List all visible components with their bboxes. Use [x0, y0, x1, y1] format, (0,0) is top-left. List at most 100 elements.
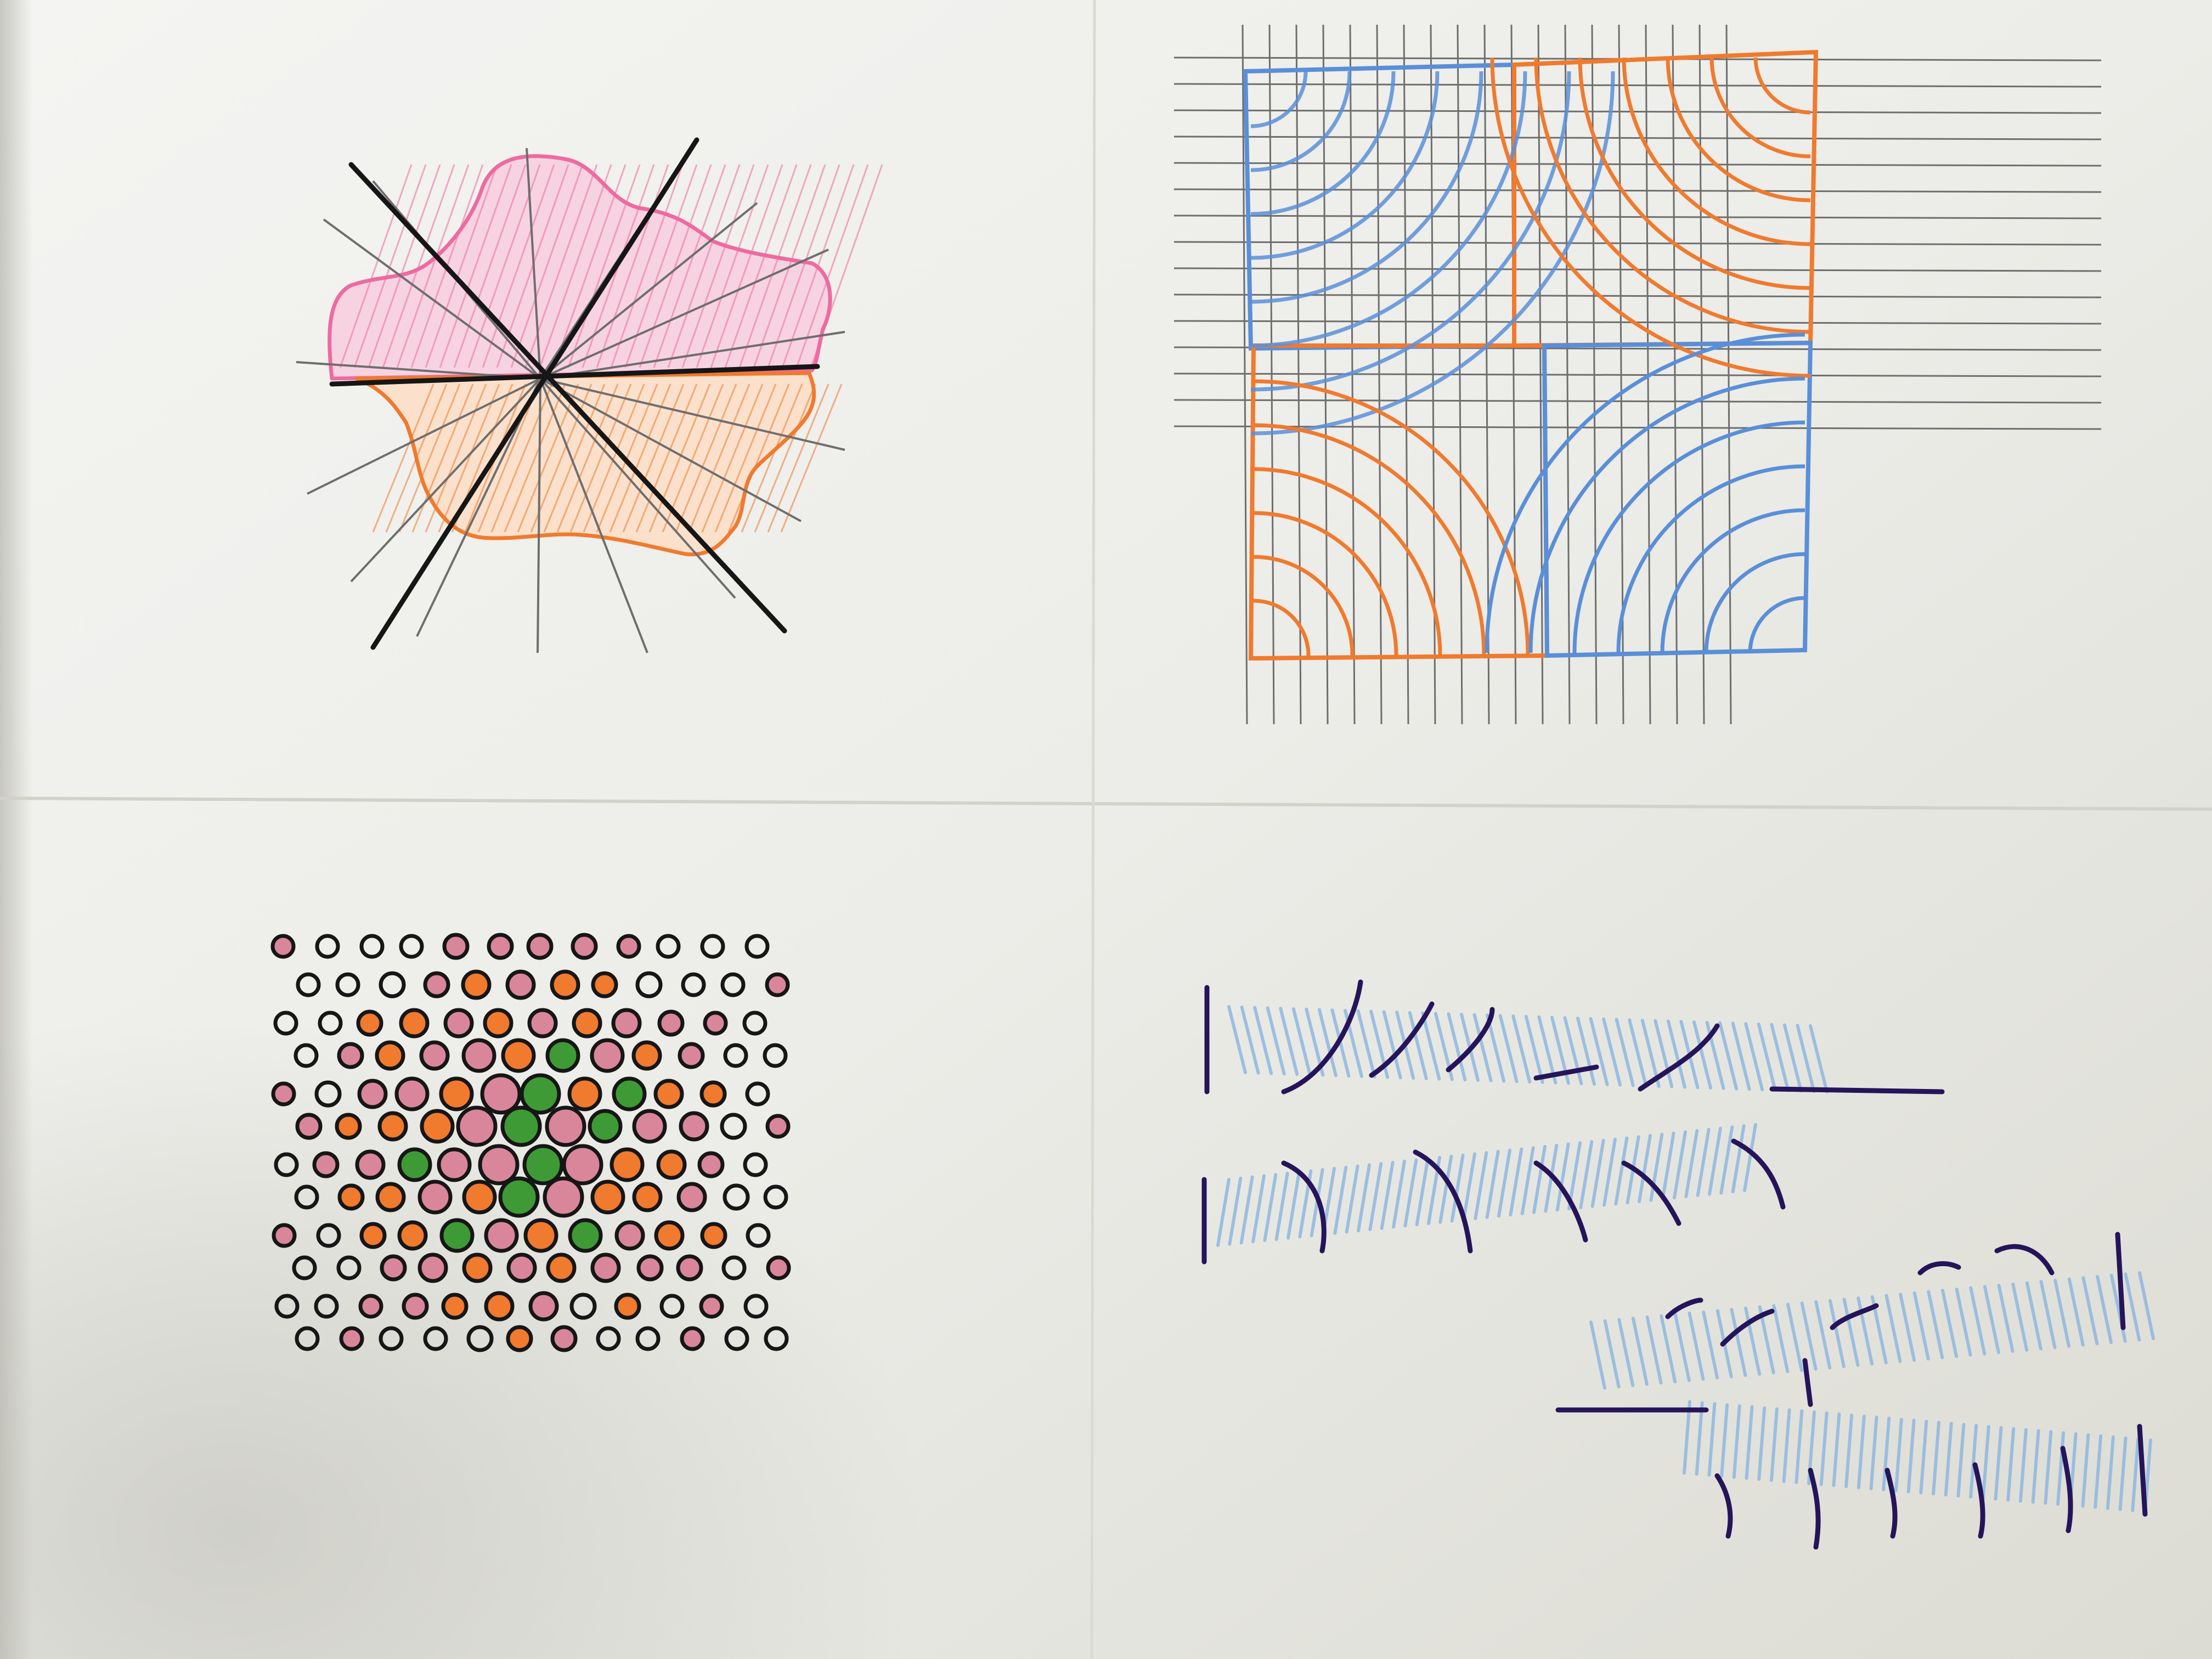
- blue-pencil-stroke: [1757, 1406, 1767, 1481]
- drawn-dot: [522, 1144, 564, 1186]
- blue-pencil-stroke: [1555, 1142, 1570, 1212]
- drawn-dot: [419, 1040, 450, 1071]
- drawn-dot: [456, 1105, 498, 1147]
- drawn-dot: [616, 934, 641, 959]
- orange-hatch-line: [635, 383, 698, 533]
- blue-pencil-stroke: [1438, 1154, 1453, 1224]
- orange-hatch-line: [688, 383, 751, 533]
- drawn-dot: [763, 1184, 788, 1210]
- drawn-dot: [545, 1038, 580, 1073]
- drawn-dot: [506, 1325, 533, 1352]
- drawn-dot: [550, 969, 580, 1000]
- blue-pencil-stroke: [1814, 1300, 1832, 1370]
- pencil-ray: [540, 377, 845, 451]
- drawn-dot: [295, 1113, 323, 1140]
- pencil-ray: [540, 331, 845, 380]
- orange-hatch-line: [609, 383, 672, 533]
- orange-hatch-line: [741, 383, 803, 533]
- grid-col-line: [1268, 24, 1275, 725]
- drawn-dot: [478, 1144, 520, 1186]
- drawn-dot: [588, 1109, 623, 1144]
- blue-pencil-stroke: [1380, 1160, 1395, 1230]
- orange-hatch-line: [398, 383, 461, 533]
- navy-ink-mark: [1446, 1007, 1495, 1073]
- drawn-dot: [572, 1008, 602, 1039]
- drawn-dot: [723, 1043, 748, 1068]
- blue-pencil-stroke: [1654, 1019, 1674, 1088]
- blue-pencil-stroke: [1683, 1400, 1691, 1475]
- blue-pencil-stroke: [2106, 1435, 2115, 1510]
- orange-hatch-line: [504, 383, 566, 533]
- pencil-ray: [539, 377, 736, 599]
- navy-ink-mark: [1533, 1064, 1599, 1081]
- navy-ink-mark: [1972, 1462, 1985, 1539]
- drawn-dot: [315, 934, 340, 959]
- orange-arc: [1253, 555, 1355, 656]
- blue-pencil-stroke: [1981, 1425, 1990, 1500]
- orange-arc: [1578, 57, 1811, 290]
- drawn-dot: [359, 1222, 387, 1249]
- orange-hatch-line: [438, 383, 500, 533]
- drawn-dot: [295, 1326, 320, 1351]
- drawn-dot: [699, 1080, 727, 1108]
- orange-arc: [1253, 511, 1398, 656]
- blue-pencil-stroke: [1511, 1014, 1532, 1084]
- drawn-dot: [571, 933, 598, 960]
- blue-arc: [1485, 332, 1805, 653]
- pink-hatch-line: [382, 164, 455, 368]
- blue-pencil-stroke: [1253, 1006, 1273, 1075]
- fold-horizontal: [0, 797, 2212, 811]
- blue-pencil-stroke: [1661, 1131, 1675, 1201]
- drawn-dot: [590, 1252, 621, 1283]
- blue-pencil-stroke: [1731, 1022, 1751, 1091]
- grid-row-line: [1173, 162, 2102, 167]
- blue-pencil-stroke: [1266, 1006, 1286, 1076]
- grid-row-line: [1173, 136, 2102, 140]
- drawn-dot: [550, 1325, 578, 1352]
- blue-pencil-stroke: [2039, 1280, 2057, 1350]
- orange-hatch-line: [675, 383, 737, 533]
- grid-row-line: [1173, 373, 2102, 377]
- stroke-rows-drawing: [1201, 979, 2155, 1550]
- drawn-dot: [339, 1326, 364, 1351]
- navy-ink-mark: [1281, 1160, 1327, 1254]
- pencil-ray: [323, 218, 541, 380]
- blue-pencil-stroke: [1408, 1011, 1428, 1080]
- drawn-dot: [614, 1293, 641, 1320]
- blue-pencil-stroke: [1757, 1022, 1777, 1092]
- grid-col-line: [1457, 24, 1463, 725]
- navy-ink-mark: [1994, 1244, 2055, 1276]
- blue-pencil-stroke: [1719, 1125, 1734, 1195]
- blue-arc: [1528, 376, 1805, 653]
- blue-pencil-stroke: [1899, 1293, 1916, 1362]
- blue-pencil-stroke: [2006, 1427, 2016, 1502]
- blue-pencil-stroke: [1631, 1317, 1649, 1386]
- blue-pencil-stroke: [1472, 1013, 1493, 1082]
- blue-pencil-stroke: [1927, 1290, 1944, 1359]
- drawn-dot: [743, 1152, 768, 1177]
- blue-pencil-stroke: [1317, 1008, 1338, 1077]
- blue-arc: [1572, 420, 1805, 653]
- drawn-dot: [487, 933, 514, 960]
- pink-hatch-line: [738, 164, 812, 368]
- drawn-dot: [441, 1293, 469, 1320]
- blue-pencil-stroke: [1382, 1010, 1402, 1080]
- orange-arc: [1666, 57, 1811, 202]
- pink-hatch-line: [781, 164, 855, 368]
- blue-arc: [1250, 71, 1527, 348]
- blue-pencil-stroke: [1809, 1024, 1829, 1093]
- drawn-dot: [567, 1076, 602, 1111]
- ink-axis-line: [370, 137, 699, 650]
- drawn-dot: [423, 971, 450, 998]
- pink-hatch-line: [453, 164, 527, 368]
- blue-pencil-stroke: [1274, 1171, 1289, 1241]
- pink-blob-outline: [328, 154, 832, 381]
- blue-pencil-stroke: [1357, 1163, 1371, 1233]
- drawn-dot: [721, 1255, 747, 1280]
- drawn-dot: [480, 1073, 522, 1115]
- blue-pencil-stroke: [1882, 1417, 1891, 1492]
- drawn-dot: [294, 1184, 319, 1210]
- drawn-dot: [562, 1144, 603, 1186]
- drawn-dot: [523, 1218, 558, 1253]
- orange-arc: [1253, 423, 1486, 656]
